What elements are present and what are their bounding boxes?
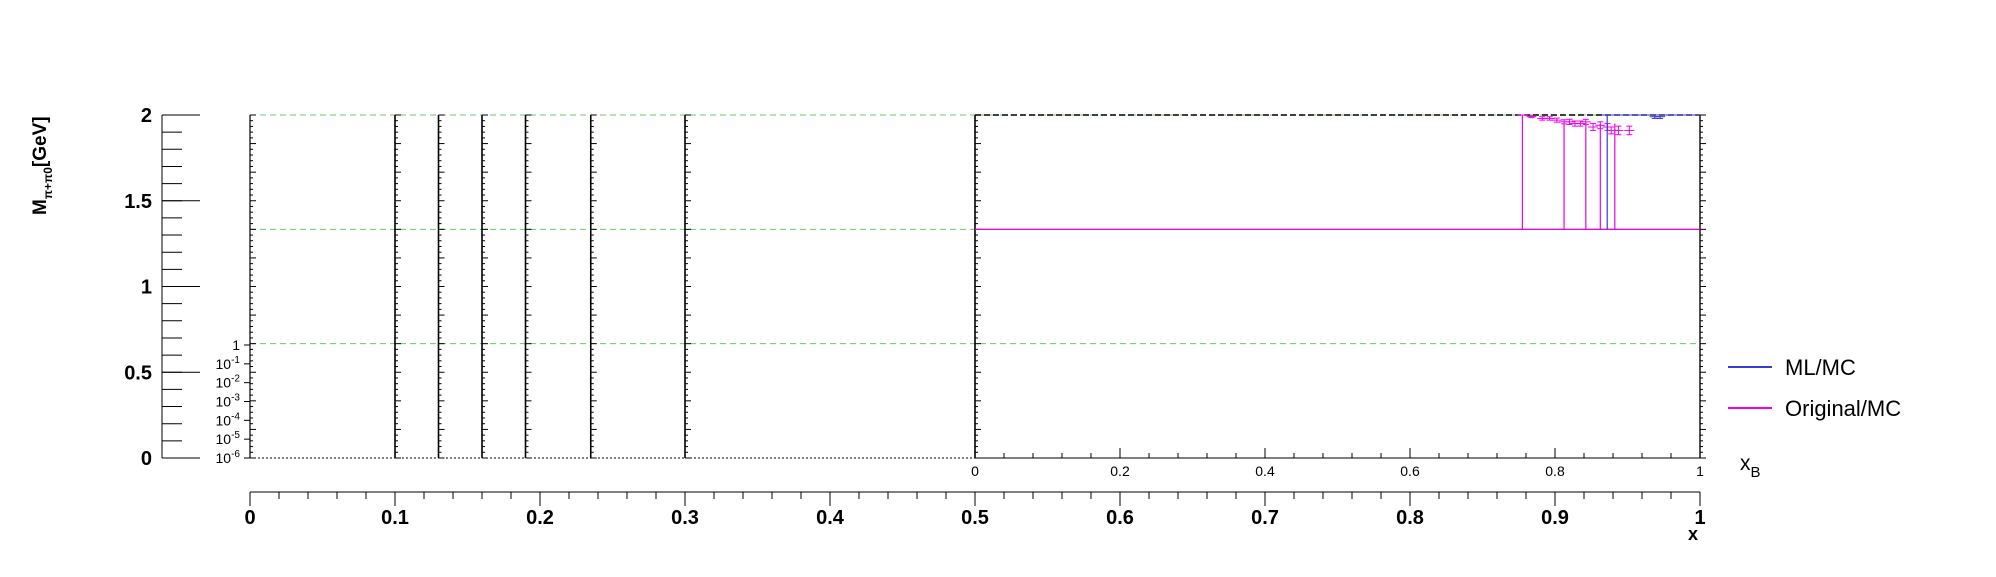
- data-point: [1624, 125, 1635, 136]
- inset-x-axis-title: xB: [1740, 452, 1761, 481]
- series-ml-mc: [1602, 114, 1700, 230]
- bin-edge-ticks-6: [685, 114, 691, 459]
- ratio-inset: 0 0.2 0.4 0.6 0.8 1: [971, 114, 1704, 479]
- log-tick-label-5: 10-5: [216, 430, 241, 447]
- inset-x-tick-label-4: 0.8: [1545, 463, 1565, 479]
- y-axis-title: Mπ+π0[GeV]: [30, 116, 55, 215]
- x-axis-title: x: [1688, 524, 1698, 544]
- log-tick-label-2: 10-2: [216, 374, 241, 391]
- y-tick-label-0: 0: [141, 448, 152, 470]
- inset-x-tick-label-5: 1: [1696, 463, 1704, 479]
- log-tick-label-0: 1: [232, 337, 240, 353]
- data-point: [1564, 118, 1575, 125]
- y-axis-title-sub: π+π0: [41, 167, 55, 199]
- inset-x-tick-label-0: 0: [971, 463, 979, 479]
- data-point: [1595, 121, 1606, 130]
- y-axis-title-main: M: [30, 199, 51, 215]
- y-axis-title-unit: [GeV]: [30, 116, 51, 167]
- x-tick-label-9: 0.9: [1541, 507, 1569, 529]
- bin-edge-ticks-0: [250, 114, 256, 459]
- x-tick-label-0: 0: [244, 507, 255, 529]
- x-tick-label-4: 0.4: [816, 507, 845, 529]
- log-tick-label-4: 10-4: [216, 411, 241, 428]
- inset-x-tick-label-2: 0.4: [1255, 463, 1275, 479]
- x-tick-label-1: 0.1: [381, 507, 409, 529]
- y-tick-label-3: 1.5: [124, 191, 152, 213]
- x-tick-label-2: 0.2: [526, 507, 554, 529]
- x-tick-label-7: 0.7: [1251, 507, 1279, 529]
- data-point: [1655, 114, 1666, 119]
- data-point: [1526, 115, 1537, 119]
- legend: ML/MC Original/MC: [1728, 355, 1901, 421]
- bin-edge-ticks-8: [1700, 114, 1706, 459]
- y-tick-label-1: 0.5: [124, 362, 152, 384]
- inset-x-axis-title-main: x: [1740, 452, 1751, 475]
- bin-edge-ticks-7: [975, 114, 981, 459]
- x-tick-label-10: 1: [1694, 507, 1705, 529]
- log-tick-label-6: 10-6: [216, 449, 241, 466]
- inset-x-tick-label-3: 0.6: [1400, 463, 1420, 479]
- log-tick-label-1: 10-1: [216, 355, 241, 372]
- x-tick-label-5: 0.5: [961, 507, 989, 529]
- x-tick-label-3: 0.3: [671, 507, 699, 529]
- bin-edge-lines: [249, 114, 1706, 459]
- series-original-mc: [975, 114, 1700, 230]
- legend-label-ml-mc: ML/MC: [1785, 355, 1856, 380]
- x-tick-label-8: 0.8: [1396, 507, 1424, 529]
- legend-entry-ml-mc: ML/MC: [1728, 355, 1856, 380]
- bin-edge-ticks-2: [438, 114, 445, 459]
- data-point: [1613, 125, 1624, 136]
- data-point: [1551, 117, 1562, 123]
- y-tick-label-2: 1: [141, 277, 152, 299]
- bin-edge-ticks-5: [590, 114, 597, 459]
- y-tick-label-4: 2: [141, 105, 152, 127]
- inset-x-tick-label-1: 0.2: [1110, 463, 1130, 479]
- log-tick-label-3: 10-3: [216, 393, 241, 410]
- legend-label-original-mc: Original/MC: [1785, 396, 1901, 421]
- data-point: [1580, 118, 1591, 125]
- x-tick-label-6: 0.6: [1106, 507, 1134, 529]
- bin-edge-ticks-1: [395, 114, 401, 459]
- data-point: [1588, 123, 1599, 131]
- bin-edge-ticks-3: [482, 114, 488, 459]
- legend-entry-original-mc: Original/MC: [1728, 396, 1901, 421]
- bin-edge-ticks-4: [525, 114, 532, 459]
- axes: 0 0.5 1 1.5 2 1 10-1 10-2 10-310-4 10-5 10-6 0 0.1 0.…: [124, 105, 1705, 529]
- data-point: [1544, 116, 1555, 121]
- inset-x-axis-title-sub: B: [1751, 464, 1761, 481]
- series-group: [975, 114, 1700, 230]
- data-point: [1575, 120, 1586, 127]
